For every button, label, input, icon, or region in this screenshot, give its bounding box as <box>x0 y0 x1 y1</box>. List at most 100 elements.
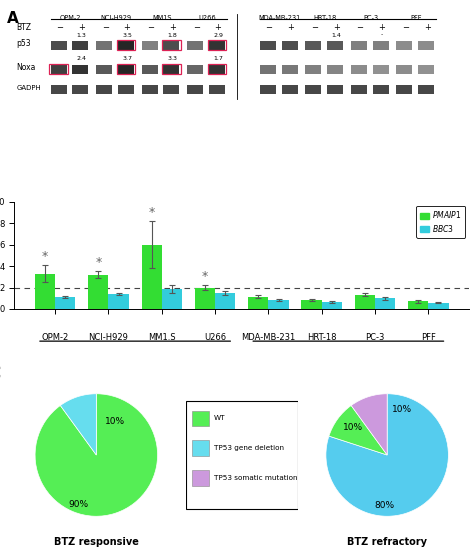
Bar <box>305 65 321 73</box>
Text: TP53 gene deletion: TP53 gene deletion <box>214 445 284 451</box>
Bar <box>162 64 181 74</box>
Bar <box>142 245 162 309</box>
Bar <box>88 275 109 309</box>
Bar <box>55 297 75 309</box>
Text: -: - <box>381 32 383 38</box>
Wedge shape <box>60 394 96 455</box>
X-axis label: BTZ responsive: BTZ responsive <box>54 537 139 547</box>
Bar <box>118 41 134 50</box>
Text: +: + <box>215 23 221 32</box>
Bar <box>142 85 158 94</box>
Text: 2.9: 2.9 <box>213 32 223 38</box>
Bar <box>118 65 134 73</box>
Bar <box>208 64 227 74</box>
Bar <box>164 85 180 94</box>
Text: 1.8: 1.8 <box>168 32 177 38</box>
Bar <box>192 441 210 456</box>
Bar <box>162 41 181 50</box>
Bar <box>282 65 298 73</box>
Bar <box>73 41 89 50</box>
Bar <box>96 85 112 94</box>
Bar <box>327 41 343 50</box>
Bar <box>73 85 89 94</box>
Bar <box>49 64 68 74</box>
Text: 90%: 90% <box>68 500 88 509</box>
Bar <box>373 85 389 94</box>
Text: 2.4: 2.4 <box>77 56 87 61</box>
Bar <box>375 298 395 309</box>
Wedge shape <box>35 394 157 516</box>
Text: p53: p53 <box>17 39 31 48</box>
Bar <box>327 85 343 94</box>
Text: 3.3: 3.3 <box>168 56 178 61</box>
Text: WT: WT <box>214 415 225 421</box>
Text: *: * <box>202 270 208 283</box>
Bar <box>117 64 136 74</box>
Text: *: * <box>42 250 48 263</box>
Bar <box>408 301 428 309</box>
Text: PFF: PFF <box>411 15 422 21</box>
Text: 10%: 10% <box>392 404 412 414</box>
Text: −: − <box>56 23 63 32</box>
Text: +: + <box>424 23 431 32</box>
Bar <box>109 294 129 309</box>
Legend: $PMAIP1$, $BBC3$: $PMAIP1$, $BBC3$ <box>416 206 465 238</box>
Bar <box>260 85 276 94</box>
Text: −: − <box>311 23 318 32</box>
Bar <box>164 65 180 73</box>
Text: U266: U266 <box>198 15 216 21</box>
Bar <box>195 288 215 309</box>
Text: +: + <box>378 23 385 32</box>
Text: −: − <box>356 23 364 32</box>
Bar <box>215 293 236 309</box>
Bar <box>351 85 367 94</box>
Bar <box>209 85 225 94</box>
Text: MDA-MB-231: MDA-MB-231 <box>259 15 301 21</box>
Bar <box>192 410 210 426</box>
Wedge shape <box>326 394 448 516</box>
Bar <box>322 302 342 309</box>
Bar <box>209 65 225 73</box>
Text: +: + <box>78 23 85 32</box>
Text: BTZ: BTZ <box>17 23 31 32</box>
Text: 3.7: 3.7 <box>122 56 132 61</box>
Text: GADPH: GADPH <box>17 85 41 91</box>
Text: 10%: 10% <box>105 417 125 426</box>
Text: −: − <box>402 23 409 32</box>
Text: TP53 somatic mutation: TP53 somatic mutation <box>214 475 297 481</box>
Bar <box>51 41 67 50</box>
Text: *: * <box>95 256 101 269</box>
Wedge shape <box>329 406 387 455</box>
Bar <box>327 65 343 73</box>
Bar <box>355 294 375 309</box>
Text: −: − <box>102 23 109 32</box>
Bar <box>373 65 389 73</box>
Text: 1.4: 1.4 <box>331 32 341 38</box>
Bar <box>142 65 158 73</box>
Bar <box>209 41 225 50</box>
Text: Noxa: Noxa <box>17 63 36 72</box>
Bar <box>260 65 276 73</box>
Bar <box>396 85 412 94</box>
Text: 10%: 10% <box>344 423 364 432</box>
Bar <box>51 85 67 94</box>
Bar <box>187 41 203 50</box>
Bar <box>96 65 112 73</box>
Bar <box>418 65 434 73</box>
Text: PC-3: PC-3 <box>364 15 379 21</box>
Bar <box>187 85 203 94</box>
Bar <box>305 85 321 94</box>
Bar <box>192 470 210 486</box>
Text: +: + <box>287 23 294 32</box>
Text: 3.5: 3.5 <box>122 32 132 38</box>
Bar <box>73 65 89 73</box>
Bar <box>51 65 67 73</box>
X-axis label: BTZ refractory: BTZ refractory <box>347 537 427 547</box>
Bar <box>373 41 389 50</box>
Text: *: * <box>148 206 155 219</box>
Bar <box>428 302 448 309</box>
Bar <box>162 289 182 309</box>
Bar <box>396 65 412 73</box>
Bar <box>187 65 203 73</box>
Bar <box>248 296 268 309</box>
